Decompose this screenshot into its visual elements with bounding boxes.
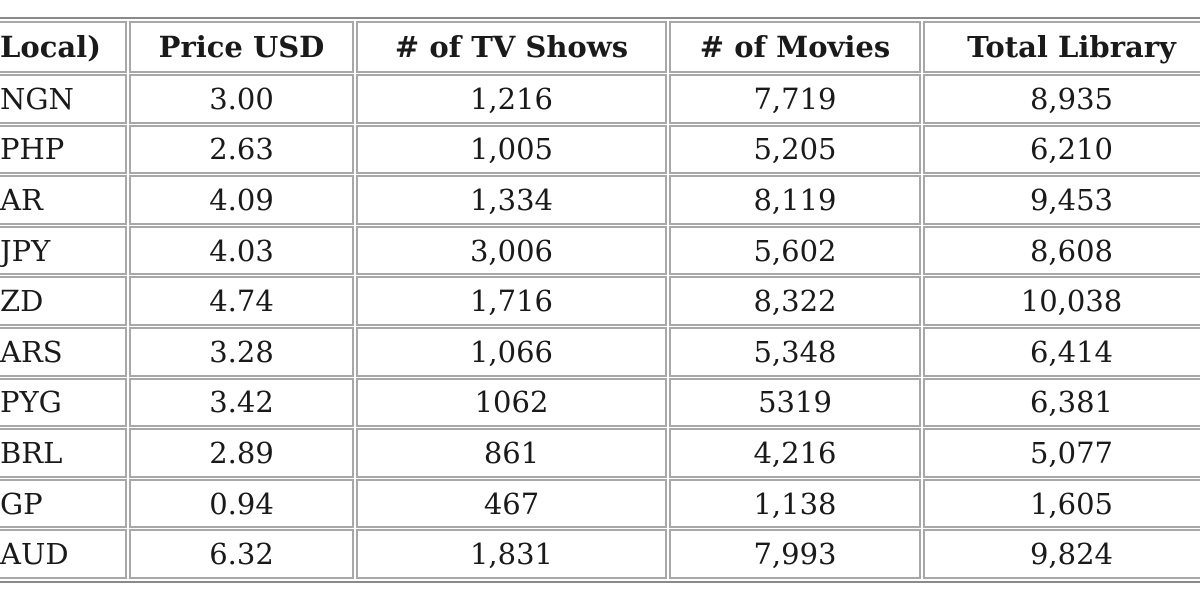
table-cell: 9,453 [923,175,1200,225]
table-cell: 9,824 [923,529,1200,579]
table-cell: 2.63 [129,124,354,175]
table-cell: 1062 [356,377,667,428]
table-cell: 3,006 [356,225,667,276]
table-cell: 10,038 [923,276,1200,326]
header-cell: Local) [0,21,127,73]
table-cell: 861 [356,428,667,478]
table-cell: 3.42 [129,377,354,428]
table-cell: ZD [0,276,127,326]
table-cell: PHP [0,124,127,175]
table-cell: AUD [0,529,127,579]
table-cell: 6,381 [923,377,1200,428]
table-cell: 1,066 [356,327,667,377]
table-cell: JPY [0,225,127,276]
table-cell: 5,077 [923,428,1200,478]
table-cell: 8,322 [669,276,921,326]
table-cell: 6,210 [923,124,1200,175]
table-cell: 8,119 [669,175,921,225]
table-cell: 467 [356,478,667,529]
table-cell: 3.00 [129,74,354,124]
table-cell: 1,138 [669,478,921,529]
table-cell: 6.32 [129,529,354,579]
table-cell: 8,608 [923,225,1200,276]
table-cell: AR [0,175,127,225]
table-cell: 7,719 [669,74,921,124]
table-cell: GP [0,478,127,529]
header-cell: Price USD [129,21,354,73]
table-cell: 7,993 [669,529,921,579]
table-cell: 5,348 [669,327,921,377]
table-cell: 4,216 [669,428,921,478]
table-cell: NGN [0,74,127,124]
table-cell: 1,005 [356,124,667,175]
table-border [0,17,1200,583]
table-cell: 6,414 [923,327,1200,377]
table-cell: 8,935 [923,74,1200,124]
table-cell: 1,716 [356,276,667,326]
table-cell: 3.28 [129,327,354,377]
table-cell: 5,205 [669,124,921,175]
table-cell: 1,831 [356,529,667,579]
table-cell: 1,334 [356,175,667,225]
header-cell: # of TV Shows [356,21,667,73]
table-cell: 0.94 [129,478,354,529]
table-cell: 1,605 [923,478,1200,529]
header-cell: # of Movies [669,21,921,73]
table-cell: ARS [0,327,127,377]
table-cell: 4.09 [129,175,354,225]
table-cell: 5,602 [669,225,921,276]
table-cell: 4.74 [129,276,354,326]
header-cell: Total Library [923,21,1200,73]
table-cell: PYG [0,377,127,428]
table-cell: BRL [0,428,127,478]
table-cell: 1,216 [356,74,667,124]
table-cell: 5319 [669,377,921,428]
table-cell: 2.89 [129,428,354,478]
table-cell: 4.03 [129,225,354,276]
